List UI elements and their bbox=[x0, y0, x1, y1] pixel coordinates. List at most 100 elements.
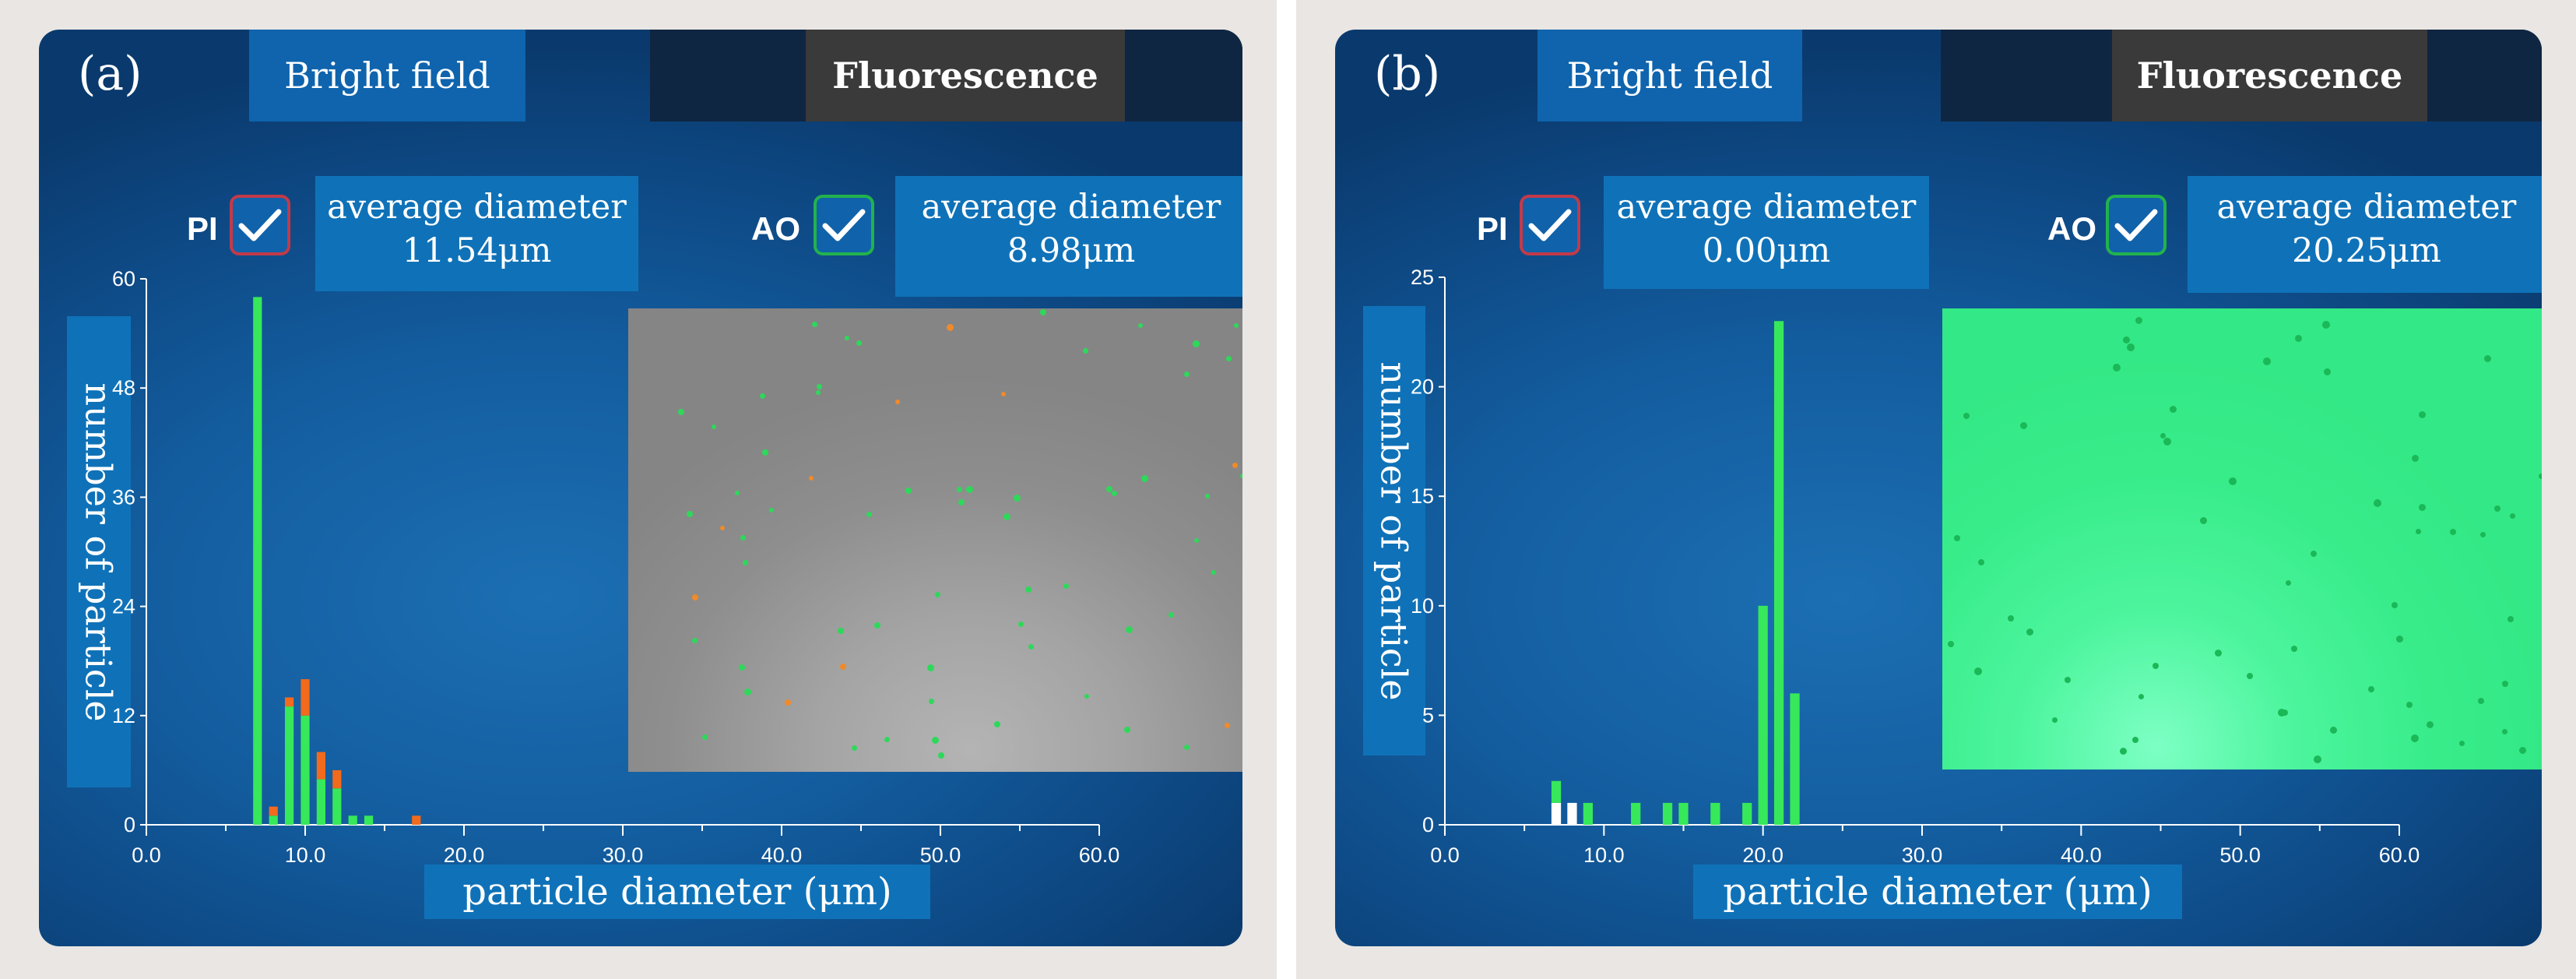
y-tick-label: 15 bbox=[1411, 484, 1434, 508]
green-particle bbox=[932, 737, 939, 744]
y-tick-label: 10 bbox=[1411, 594, 1434, 618]
bar-ao-12um bbox=[332, 788, 342, 825]
particle bbox=[2494, 505, 2500, 512]
green-particle bbox=[1018, 622, 1024, 627]
green-particle bbox=[994, 721, 1000, 727]
y-tick-label: 0 bbox=[124, 813, 135, 836]
particle bbox=[2065, 677, 2071, 683]
green-particle bbox=[958, 499, 965, 505]
fluorescence-micrograph bbox=[1942, 308, 2542, 769]
green-particle bbox=[1240, 474, 1242, 478]
green-particle bbox=[1138, 323, 1143, 328]
panel-a: Bright field Fluorescence (a) PI average… bbox=[0, 0, 1277, 979]
particle bbox=[2132, 737, 2138, 743]
particle bbox=[2153, 663, 2159, 669]
pi-average-title: average diameter bbox=[327, 188, 627, 227]
particle bbox=[2229, 477, 2237, 485]
green-particle bbox=[927, 664, 934, 671]
ao-average-value: 20.25μm bbox=[2292, 231, 2441, 270]
green-particle bbox=[712, 424, 716, 429]
particle bbox=[2502, 681, 2508, 687]
bar-ao-14um bbox=[1662, 802, 1673, 825]
bar-ao-19um bbox=[1742, 802, 1752, 825]
green-particle bbox=[838, 628, 844, 634]
bar-ao-15um bbox=[1678, 802, 1689, 825]
analyzer-screen: Bright field Fluorescence (b) PI average… bbox=[1335, 30, 2542, 946]
bar-ao-7um bbox=[1551, 780, 1562, 803]
green-particle bbox=[816, 390, 821, 395]
green-particle bbox=[1226, 356, 1232, 361]
green-particle bbox=[1234, 323, 1239, 328]
particle bbox=[2127, 343, 2135, 351]
x-tick-label: 40.0 bbox=[761, 843, 803, 867]
green-particle bbox=[1124, 727, 1130, 733]
bar-ao-8um bbox=[269, 815, 278, 825]
ao-label: AO bbox=[2047, 210, 2096, 247]
particle bbox=[2427, 721, 2434, 728]
y-tick-label: 25 bbox=[1411, 266, 1434, 289]
x-tick-label: 10.0 bbox=[285, 843, 326, 867]
y-axis-label: number of particle bbox=[67, 316, 131, 787]
green-particle bbox=[1194, 538, 1199, 543]
tab-bright-field[interactable]: Bright field bbox=[1538, 30, 1802, 121]
green-particle bbox=[1205, 494, 1210, 498]
particle bbox=[2120, 748, 2127, 755]
green-particle bbox=[1084, 694, 1089, 699]
particle bbox=[2278, 709, 2286, 717]
histogram-chart: 0 12 24 36 48 60 0.0 10.0 20.0 30.0 40.0 50.0 60.0 bbox=[112, 267, 1119, 867]
pi-checkbox[interactable] bbox=[1520, 195, 1580, 255]
particle bbox=[2416, 529, 2421, 534]
green-particle bbox=[866, 512, 872, 517]
green-particle bbox=[1126, 626, 1133, 633]
particle bbox=[1978, 559, 1984, 565]
tab-fluorescence[interactable]: Fluorescence bbox=[2112, 30, 2427, 121]
green-particle bbox=[1141, 475, 1148, 482]
green-particle bbox=[1028, 644, 1034, 650]
ao-average-diameter: average diameter 8.98μm bbox=[895, 176, 1242, 297]
green-particle bbox=[743, 560, 748, 565]
particle bbox=[1974, 667, 1982, 675]
x-tick-label: 20.0 bbox=[444, 843, 485, 867]
orange-particle bbox=[785, 699, 791, 706]
pi-checkbox[interactable] bbox=[230, 195, 290, 255]
tab-fluorescence[interactable]: Fluorescence bbox=[806, 30, 1125, 121]
ao-checkbox[interactable] bbox=[2106, 195, 2167, 255]
green-particle bbox=[1193, 340, 1200, 347]
particle bbox=[2200, 517, 2207, 524]
green-particle bbox=[760, 393, 765, 399]
tab-bright-field[interactable]: Bright field bbox=[249, 30, 525, 121]
bar-ao-11um bbox=[316, 779, 326, 825]
ao-checkbox[interactable] bbox=[814, 195, 874, 255]
particle bbox=[2480, 532, 2486, 537]
pi-average-value: 0.00μm bbox=[1702, 231, 1831, 270]
particle bbox=[2406, 702, 2413, 708]
green-particle bbox=[966, 486, 973, 493]
orange-particle bbox=[840, 664, 846, 670]
green-particle bbox=[740, 535, 746, 541]
particle bbox=[2123, 336, 2130, 343]
pi-average-diameter: average diameter 11.54μm bbox=[315, 176, 638, 291]
bar-ao-14um bbox=[364, 815, 374, 825]
green-particle bbox=[1025, 586, 1031, 593]
orange-particle bbox=[947, 324, 954, 331]
y-axis-label: number of particle bbox=[1363, 306, 1425, 755]
particle bbox=[2374, 499, 2381, 507]
bar-ao-13um bbox=[348, 815, 357, 825]
particle bbox=[2160, 433, 2166, 438]
green-particle bbox=[1211, 570, 1216, 575]
y-tick-label: 24 bbox=[112, 595, 135, 618]
ao-average-value: 8.98μm bbox=[1007, 231, 1136, 270]
green-particle bbox=[1063, 583, 1069, 589]
pi-label: PI bbox=[1477, 210, 1508, 247]
green-particle bbox=[929, 699, 934, 704]
checkmark-icon bbox=[238, 209, 282, 241]
particle bbox=[2113, 364, 2121, 372]
pi-average-diameter: average diameter 0.00μm bbox=[1604, 176, 1929, 289]
y-tick-label: 12 bbox=[112, 704, 135, 727]
particle bbox=[2368, 686, 2374, 692]
panel-label: (a) bbox=[78, 47, 142, 101]
x-tick-label: 30.0 bbox=[1902, 843, 1943, 867]
particle bbox=[2539, 474, 2542, 479]
checkmark-icon bbox=[1528, 209, 1572, 241]
x-tick-label: 50.0 bbox=[920, 843, 961, 867]
